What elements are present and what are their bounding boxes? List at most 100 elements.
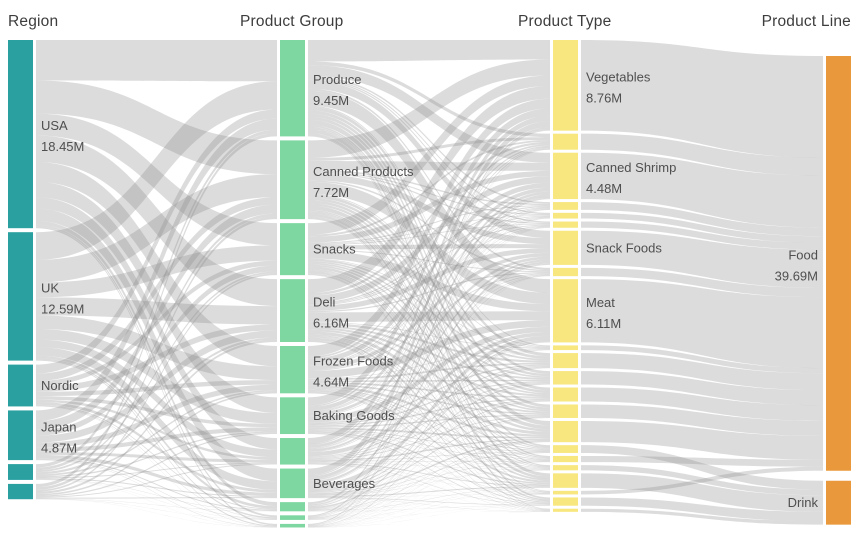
sankey-link[interactable]	[308, 429, 550, 452]
sankey-link[interactable]	[308, 223, 550, 246]
sankey-link[interactable]	[581, 202, 823, 237]
sankey-link[interactable]	[308, 224, 550, 306]
sankey-link[interactable]	[308, 349, 550, 509]
sankey-link[interactable]	[36, 80, 277, 175]
sankey-link[interactable]	[36, 380, 277, 397]
sankey-link[interactable]	[308, 511, 550, 512]
sankey-link[interactable]	[308, 274, 550, 417]
sankey-link[interactable]	[36, 498, 277, 520]
sankey-link[interactable]	[308, 215, 550, 305]
sankey-link[interactable]	[308, 462, 550, 470]
sankey-node-meat[interactable]	[553, 279, 578, 343]
sankey-link[interactable]	[308, 362, 550, 381]
sankey-link[interactable]	[308, 398, 550, 427]
sankey-link[interactable]	[581, 152, 823, 228]
sankey-link[interactable]	[308, 321, 550, 349]
sankey-link[interactable]	[308, 145, 550, 407]
sankey-link[interactable]	[308, 266, 550, 432]
sankey-link[interactable]	[308, 218, 550, 506]
sankey-link[interactable]	[308, 391, 550, 494]
sankey-link[interactable]	[36, 339, 277, 458]
sankey-link[interactable]	[308, 217, 550, 449]
sankey-link[interactable]	[308, 416, 550, 494]
sankey-link[interactable]	[308, 216, 550, 366]
sankey-link[interactable]	[308, 461, 550, 463]
sankey-link[interactable]	[308, 505, 550, 520]
sankey-link[interactable]	[36, 389, 277, 477]
sankey-link[interactable]	[36, 402, 277, 493]
sankey-link[interactable]	[308, 452, 550, 520]
sankey-link[interactable]	[308, 226, 550, 413]
sankey-node-nordic[interactable]	[8, 364, 33, 407]
sankey-link[interactable]	[308, 129, 550, 525]
sankey-link[interactable]	[36, 497, 277, 499]
sankey-link[interactable]	[36, 297, 277, 325]
sankey-link[interactable]	[36, 265, 277, 436]
sankey-link[interactable]	[308, 339, 550, 494]
sankey-link[interactable]	[308, 400, 550, 493]
sankey-link[interactable]	[581, 455, 823, 467]
sankey-link[interactable]	[308, 248, 550, 311]
sankey-link[interactable]	[308, 108, 550, 406]
sankey-link[interactable]	[581, 387, 823, 421]
sankey-link[interactable]	[308, 324, 550, 380]
sankey-link[interactable]	[36, 113, 277, 246]
sankey-link[interactable]	[36, 181, 277, 414]
sankey-link[interactable]	[308, 106, 550, 357]
sankey-link[interactable]	[308, 127, 550, 505]
sankey-link[interactable]	[308, 194, 550, 480]
sankey-link[interactable]	[308, 430, 550, 470]
sankey-link[interactable]	[308, 119, 550, 426]
sankey-link[interactable]	[308, 470, 550, 520]
sankey-link[interactable]	[308, 326, 550, 423]
sankey-link[interactable]	[308, 494, 550, 528]
sankey-link[interactable]	[36, 479, 277, 528]
sankey-link[interactable]	[36, 271, 277, 473]
sankey-link[interactable]	[308, 389, 550, 485]
sankey-link[interactable]	[308, 487, 550, 528]
sankey-link[interactable]	[308, 180, 550, 272]
sankey-link[interactable]	[36, 330, 277, 443]
sankey-link[interactable]	[308, 462, 550, 528]
sankey-link[interactable]	[36, 174, 277, 283]
sankey-link[interactable]	[308, 259, 550, 361]
sankey-link[interactable]	[308, 334, 550, 451]
sankey-link[interactable]	[308, 451, 550, 462]
sankey-link[interactable]	[36, 339, 277, 494]
sankey-link[interactable]	[308, 208, 550, 449]
sankey-link[interactable]	[308, 205, 550, 430]
sankey-link[interactable]	[36, 118, 277, 422]
sankey-link[interactable]	[308, 470, 550, 511]
sankey-link[interactable]	[308, 337, 550, 483]
sankey-link[interactable]	[308, 367, 550, 527]
sankey-link[interactable]	[308, 494, 550, 498]
sankey-link[interactable]	[308, 401, 550, 519]
sankey-link[interactable]	[308, 61, 550, 138]
sankey-link[interactable]	[308, 149, 550, 517]
sankey-link[interactable]	[308, 388, 550, 461]
sankey-link[interactable]	[308, 211, 550, 459]
sankey-link[interactable]	[308, 494, 550, 512]
sankey-link[interactable]	[308, 511, 550, 520]
sankey-link[interactable]	[308, 452, 550, 528]
sankey-link[interactable]	[308, 379, 550, 383]
sankey-link[interactable]	[308, 470, 550, 528]
sankey-link[interactable]	[308, 225, 550, 366]
sankey-link[interactable]	[308, 90, 550, 293]
sankey-link[interactable]	[308, 432, 550, 494]
sankey-link[interactable]	[36, 432, 277, 497]
sankey-link[interactable]	[308, 417, 550, 520]
sankey-link[interactable]	[308, 216, 550, 493]
sankey-link[interactable]	[308, 194, 550, 348]
sankey-link[interactable]	[308, 497, 550, 506]
sankey-node-region-segment[interactable]	[8, 464, 33, 480]
sankey-link[interactable]	[308, 383, 550, 492]
sankey-link[interactable]	[308, 226, 550, 450]
sankey-link[interactable]	[308, 209, 550, 506]
sankey-link[interactable]	[308, 273, 550, 371]
sankey-link[interactable]	[36, 427, 277, 452]
sankey-node-beverages[interactable]	[280, 468, 305, 499]
sankey-link[interactable]	[581, 133, 823, 176]
sankey-link[interactable]	[308, 487, 550, 520]
sankey-link[interactable]	[308, 80, 550, 239]
